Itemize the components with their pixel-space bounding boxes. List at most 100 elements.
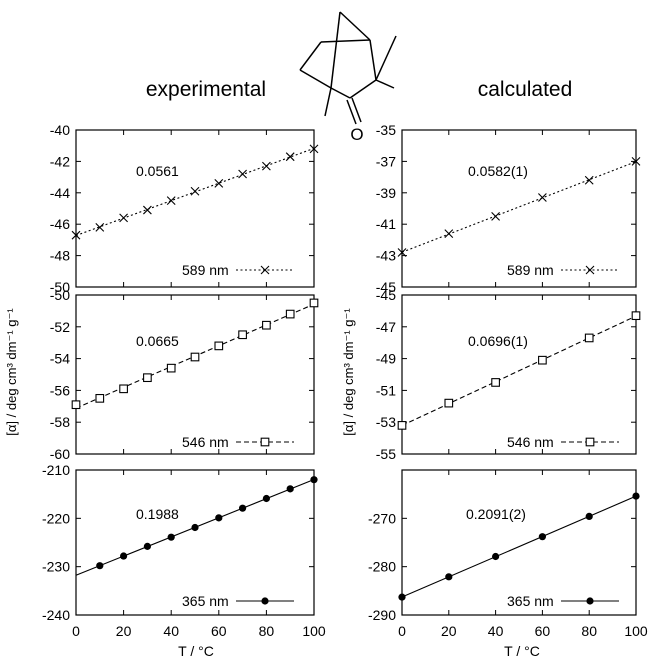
marker-square (492, 379, 500, 387)
x-axis-label-right: T / °C (504, 643, 540, 659)
legend-label: 589 nm (182, 262, 229, 278)
marker-circle (632, 493, 639, 500)
camphor-structure-drawing (300, 12, 396, 124)
x-tick-label: 80 (259, 623, 275, 639)
marker-square (239, 331, 247, 339)
marker-cross (585, 176, 593, 184)
marker-square (96, 395, 104, 403)
slope-label: 0.0561 (136, 163, 179, 179)
marker-square (585, 334, 593, 342)
chart-panel-calculated-1: -55-53-51-49-47-45546 nm0.0696(1) (376, 287, 640, 462)
chart-panel-calculated-0: -45-43-41-39-37-35589 nm0.0582(1) (376, 122, 640, 295)
marker-square (167, 364, 175, 372)
marker-square (144, 374, 152, 382)
y-tick-label: -43 (376, 248, 396, 264)
marker-square (261, 438, 269, 446)
marker-circle (586, 513, 593, 520)
legend-label: 365 nm (507, 593, 554, 609)
y-tick-label: -40 (50, 122, 70, 138)
y-tick-label: -240 (42, 607, 70, 623)
marker-circle (120, 552, 127, 559)
chart-panel-experimental-1: -60-58-56-54-52-50546 nm0.0665 (50, 287, 318, 462)
y-tick-label: -39 (376, 185, 396, 201)
marker-square (191, 353, 199, 361)
marker-cross (120, 214, 128, 222)
marker-cross (538, 194, 546, 202)
marker-square (445, 399, 453, 407)
chart-panel-experimental-2: -240-230-220-210020406080100365 nm0.1988 (42, 462, 326, 639)
slope-label: 0.0665 (136, 333, 179, 349)
chart-panel-calculated-2: -290-280-270020406080100365 nm0.2091(2) (368, 470, 648, 639)
marker-square (215, 342, 223, 350)
marker-cross (167, 197, 175, 205)
legend-label: 546 nm (182, 434, 229, 450)
y-tick-label: -37 (376, 153, 396, 169)
marker-circle (398, 594, 405, 601)
marker-circle (492, 553, 499, 560)
y-tick-label: -270 (368, 510, 396, 526)
marker-circle (261, 597, 268, 604)
y-axis-label-left: [α] / deg cm³ dm⁻¹ g⁻¹ (4, 308, 19, 436)
marker-square (586, 438, 594, 446)
y-tick-label: -53 (376, 414, 396, 430)
marker-square (286, 310, 294, 318)
x-tick-label: 100 (302, 623, 326, 639)
y-tick-label: -51 (376, 382, 396, 398)
x-tick-label: 60 (211, 623, 227, 639)
slope-label: 0.2091(2) (466, 506, 526, 522)
x-tick-label: 40 (163, 623, 179, 639)
marker-circle (215, 514, 222, 521)
heading-calculated: calculated (478, 78, 573, 101)
marker-circle (96, 562, 103, 569)
marker-circle (144, 543, 151, 550)
x-tick-label: 60 (535, 623, 551, 639)
y-tick-label: -41 (376, 216, 396, 232)
y-tick-label: -280 (368, 559, 396, 575)
plot-frame (402, 295, 636, 454)
marker-circle (239, 505, 246, 512)
y-tick-label: -35 (376, 122, 396, 138)
plot-frame (76, 295, 314, 454)
y-tick-label: -45 (376, 287, 396, 303)
chart-panel-experimental-0: -50-48-46-44-42-40589 nm0.0561 (50, 122, 318, 295)
y-tick-label: -50 (50, 287, 70, 303)
x-axis-label-left: T / °C (178, 643, 214, 659)
x-tick-label: 100 (624, 623, 648, 639)
y-tick-label: -56 (50, 382, 70, 398)
marker-cross (191, 187, 199, 195)
legend-label: 365 nm (182, 593, 229, 609)
y-tick-label: -290 (368, 607, 396, 623)
marker-square (72, 401, 80, 409)
y-tick-label: -54 (50, 351, 70, 367)
marker-circle (445, 573, 452, 580)
x-tick-label: 0 (72, 623, 80, 639)
marker-square (310, 299, 318, 307)
y-axis-label-right: [α] / deg cm³ dm⁻¹ g⁻¹ (341, 308, 356, 436)
y-tick-label: -230 (42, 559, 70, 575)
marker-cross (262, 162, 270, 170)
slope-label: 0.0696(1) (468, 333, 528, 349)
y-tick-label: -49 (376, 351, 396, 367)
marker-square (632, 312, 640, 320)
legend-label: 589 nm (507, 262, 554, 278)
y-tick-label: -42 (50, 153, 70, 169)
heading-experimental: experimental (146, 78, 266, 101)
marker-circle (263, 495, 270, 502)
y-tick-label: -220 (42, 510, 70, 526)
marker-circle (168, 534, 175, 541)
marker-circle (310, 476, 317, 483)
x-tick-label: 0 (398, 623, 406, 639)
marker-circle (287, 485, 294, 492)
marker-square (398, 422, 406, 430)
y-tick-label: -46 (50, 216, 70, 232)
marker-circle (191, 524, 198, 531)
y-tick-label: -210 (42, 462, 70, 478)
marker-cross (492, 212, 500, 220)
oxygen-atom-label: O (350, 125, 363, 144)
marker-cross (286, 153, 294, 161)
y-tick-label: -48 (50, 248, 70, 264)
marker-circle (586, 597, 593, 604)
y-tick-label: -44 (50, 185, 70, 201)
